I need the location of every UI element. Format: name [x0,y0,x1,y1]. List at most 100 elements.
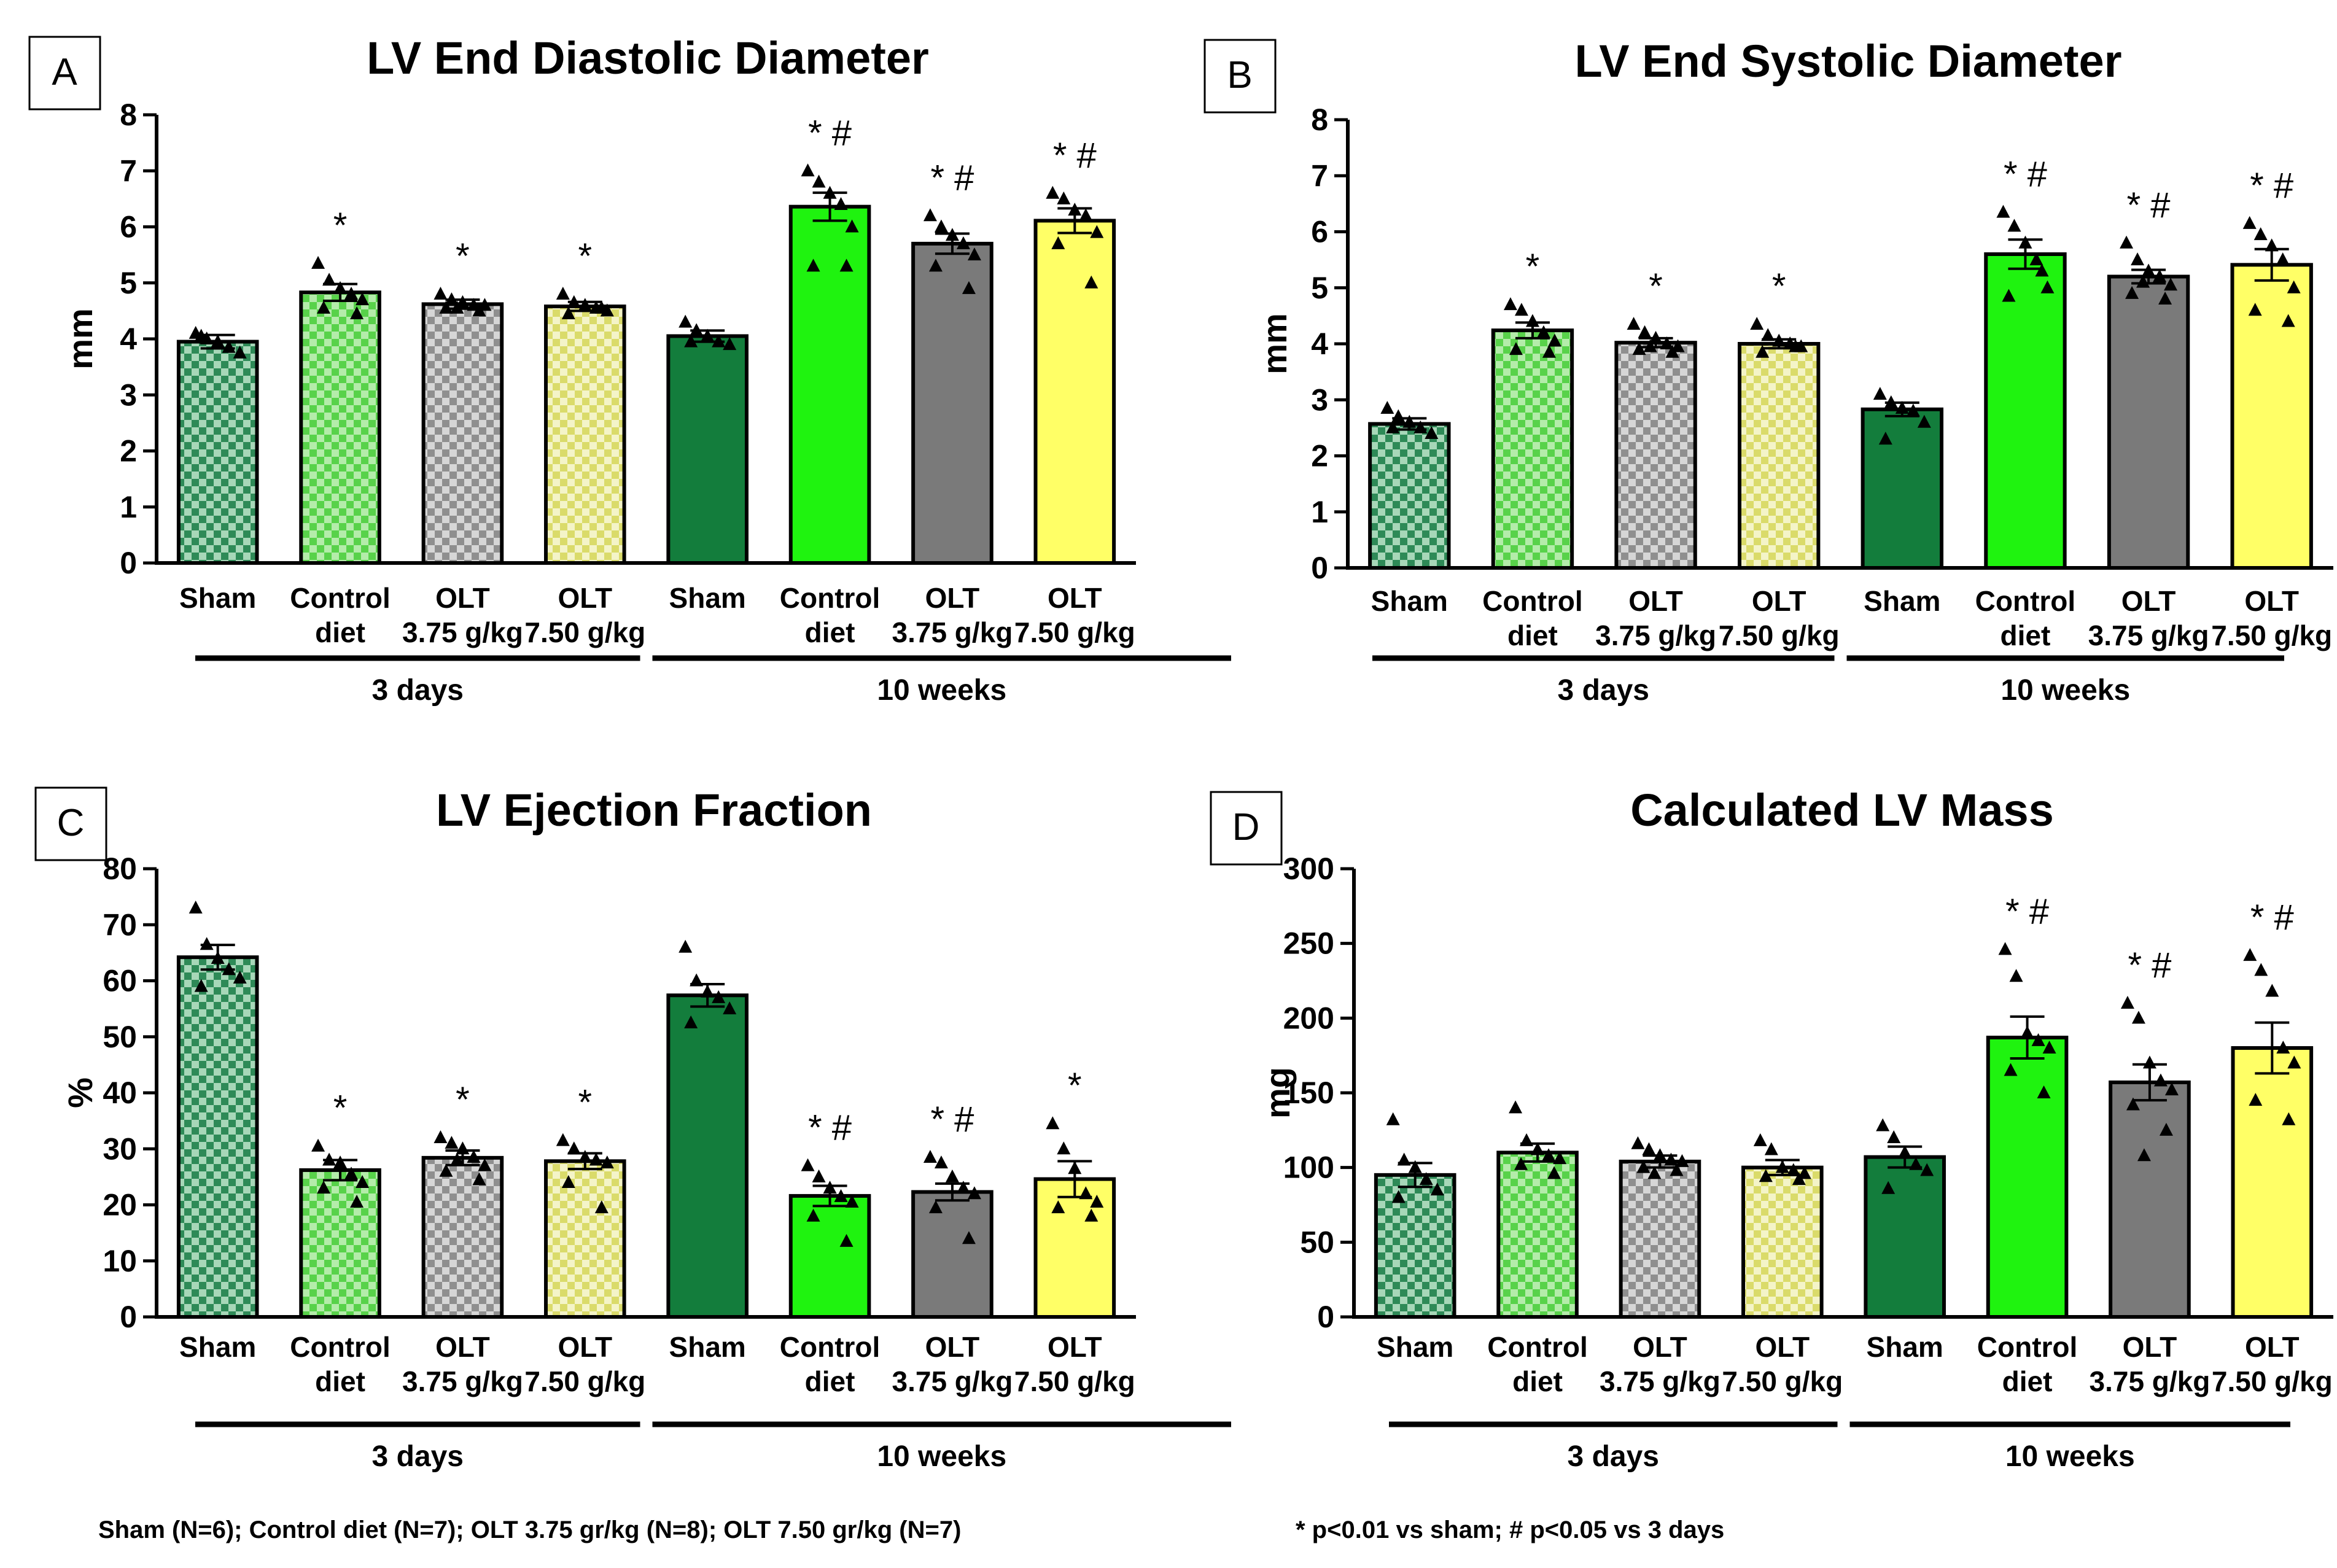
panel-label-box [28,36,101,111]
bar-control-diet-10-weeks [1986,1035,2069,1319]
bar-sham-10-weeks [666,993,749,1319]
data-point-marker [450,1152,464,1166]
data-point-marker [2265,984,2279,997]
significance-marker: * [578,236,593,276]
data-point-marker [478,1158,492,1171]
significance-marker: * [1526,247,1540,287]
data-point-marker [1068,203,1082,216]
bar-control-diet-3-days [1491,328,1574,570]
y-axis-label: mm [61,308,99,370]
significance-marker: * # [1053,136,1097,176]
data-point-marker [1090,1194,1104,1208]
data-point-marker [2142,263,2156,277]
y-axis-label: mm [1255,313,1294,375]
category-label: 3.75 g/kg [892,616,1013,648]
data-point-marker [350,1194,364,1208]
category-label: Sham [1377,1331,1453,1363]
data-point-marker [200,937,214,950]
y-tick-label: 6 [120,210,137,244]
y-tick-label: 0 [120,1300,137,1334]
data-point-marker [211,334,225,347]
significance-marker: * [578,1083,593,1123]
bar-olt-7-50-g-kg-3-days [1737,342,1821,570]
data-point-marker [712,990,726,1003]
data-point-marker [1660,336,1674,349]
y-tick-label: 3 [120,378,137,412]
y-tick-label: 0 [120,546,137,580]
data-point-marker [1643,339,1657,352]
data-point-marker [594,1200,609,1214]
y-tick-label: 2 [120,434,137,468]
data-point-marker [2248,303,2262,316]
data-point-marker [834,197,848,210]
category-label: OLT [2123,1331,2177,1363]
data-point-marker [1509,342,1523,355]
category-label: OLT [2121,585,2176,617]
data-point-marker [2253,227,2268,241]
category-label: OLT [1756,1331,1810,1363]
category-label: OLT [925,1331,980,1363]
data-point-marker [1514,1157,1528,1170]
category-label: Control [780,1331,881,1363]
data-point-marker [439,300,453,314]
data-point-marker [1391,1190,1406,1203]
data-point-marker [222,962,236,976]
bar-sham-3-days [176,955,259,1319]
category-label: 3.75 g/kg [1600,1365,1721,1397]
data-point-marker [472,303,486,317]
data-point-marker [1647,1166,1662,1179]
bar-control-diet-3-days [299,1168,381,1319]
category-label: 7.50 g/kg [1719,619,1840,651]
data-point-marker [1419,1172,1433,1186]
data-point-marker [1764,1142,1778,1155]
data-point-marker [356,1175,370,1188]
category-label: 7.50 g/kg [524,616,645,648]
category-label: OLT [1628,585,1683,617]
group-label-3-days: 3 days [1558,674,1649,707]
data-point-marker [1909,1157,1923,1170]
category-label: Sham [179,1331,256,1363]
bar-control-diet-3-days [1496,1151,1579,1319]
data-point-marker [1413,420,1428,433]
bar-olt-7-50-g-kg-10-weeks [1033,1177,1116,1319]
y-tick-label: 60 [103,964,137,998]
bar-olt-7-50-g-kg-10-weeks [2231,1046,2314,1319]
data-point-marker [434,287,448,300]
y-tick-label: 8 [1311,103,1328,137]
category-label: Sham [1867,1331,1943,1363]
data-point-marker [1881,1181,1896,1194]
data-point-marker [701,328,715,342]
data-point-marker [701,984,715,998]
category-label: 7.50 g/kg [1014,1365,1135,1397]
bar-sham-10-weeks [666,334,749,565]
significance-marker: * [456,1080,470,1120]
data-point-marker [1397,1152,1411,1166]
category-label: OLT [1048,582,1102,614]
bar-olt-7-50-g-kg-3-days [544,305,626,565]
data-point-marker [839,258,854,272]
y-tick-label: 0 [1311,551,1328,585]
significance-marker: * [1772,266,1786,306]
data-point-marker [1391,409,1406,422]
bar-olt-7-50-g-kg-3-days [1741,1165,1824,1319]
data-point-marker [2031,1033,2045,1046]
data-point-marker [1649,330,1663,344]
group-label-3-days: 3 days [372,674,464,707]
category-label: diet [315,616,365,648]
category-label: OLT [435,1331,490,1363]
data-point-marker [1084,275,1099,289]
bar-olt-3-75-g-kg-3-days [1614,341,1697,570]
category-label: Control [290,582,391,614]
data-point-marker [578,1149,592,1163]
data-point-marker [2243,948,2257,961]
data-point-marker [1051,236,1065,249]
data-point-marker [456,1141,470,1155]
data-point-marker [1906,403,1920,417]
data-point-marker [2002,289,2016,302]
category-label: Control [1482,585,1583,617]
bar-sham-3-days [1368,422,1451,570]
significance-marker: * # [930,158,974,198]
significance-marker: * # [808,1108,852,1148]
category-label: Sham [179,582,256,614]
